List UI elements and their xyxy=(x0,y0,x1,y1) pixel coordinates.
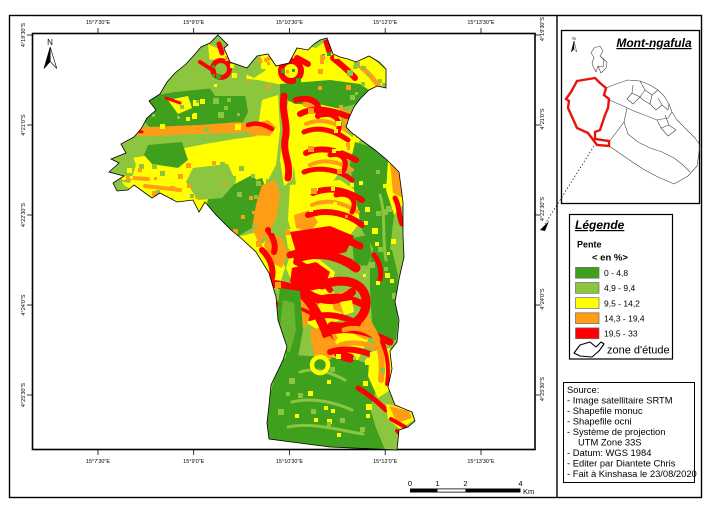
svg-text:Pente: Pente xyxy=(577,240,602,250)
svg-text:< en %>: < en %> xyxy=(592,253,628,264)
svg-text:- Shapefile ocni: - Shapefile ocni xyxy=(567,416,632,427)
svg-text:Légende: Légende xyxy=(575,218,625,232)
svg-text:15°13'30"E: 15°13'30"E xyxy=(467,20,495,26)
svg-text:15°10'30"E: 15°10'30"E xyxy=(276,459,304,465)
svg-text:19,5 - 33: 19,5 - 33 xyxy=(604,329,638,339)
svg-text:15°12'0"E: 15°12'0"E xyxy=(373,459,397,465)
svg-text:9,5 - 14,2: 9,5 - 14,2 xyxy=(604,298,640,308)
svg-text:- Fait à Kinshasa le 23/08/202: - Fait à Kinshasa le 23/08/2020 xyxy=(567,468,697,479)
svg-text:N: N xyxy=(572,36,575,41)
svg-text:4°25'30"S: 4°25'30"S xyxy=(540,377,546,401)
svg-text:15°10'30"E: 15°10'30"E xyxy=(276,20,304,26)
svg-text:- Image satellitaire SRTM: - Image satellitaire SRTM xyxy=(567,395,673,406)
svg-text:14,3 - 19,4: 14,3 - 19,4 xyxy=(604,313,645,323)
svg-text:4°25'30"S: 4°25'30"S xyxy=(21,383,27,407)
svg-text:4°19'30"S: 4°19'30"S xyxy=(540,17,546,41)
svg-text:- Datum: WGS 1984: - Datum: WGS 1984 xyxy=(567,447,651,458)
svg-text:4°22'30"S: 4°22'30"S xyxy=(540,197,546,221)
svg-text:Mont-ngafula: Mont-ngafula xyxy=(616,36,692,50)
svg-text:4°22'30"S: 4°22'30"S xyxy=(21,203,27,227)
svg-text:UTM Zone 33S: UTM Zone 33S xyxy=(578,437,642,448)
svg-text:- Système de projection: - Système de projection xyxy=(567,426,665,437)
svg-text:1: 1 xyxy=(435,479,439,488)
svg-text:2: 2 xyxy=(463,479,467,488)
svg-text:- Shapefile monuc: - Shapefile monuc xyxy=(567,405,643,416)
svg-text:15°9'0"E: 15°9'0"E xyxy=(183,20,204,26)
svg-text:0 - 4,8: 0 - 4,8 xyxy=(604,268,628,278)
svg-text:15°7'30"E: 15°7'30"E xyxy=(86,459,110,465)
svg-text:0: 0 xyxy=(408,479,412,488)
svg-text:15°7'30"E: 15°7'30"E xyxy=(86,20,110,26)
svg-text:Source:: Source: xyxy=(567,384,599,395)
svg-text:Km: Km xyxy=(523,487,534,496)
svg-text:N: N xyxy=(47,38,53,47)
svg-text:- Editer par Diantete Chris: - Editer par Diantete Chris xyxy=(567,458,676,469)
svg-text:4°21'0"S: 4°21'0"S xyxy=(21,114,27,135)
svg-text:4°24'0"S: 4°24'0"S xyxy=(540,288,546,309)
svg-text:15°12'0"E: 15°12'0"E xyxy=(373,20,397,26)
svg-text:4: 4 xyxy=(518,479,522,488)
svg-text:4°24'0"S: 4°24'0"S xyxy=(21,294,27,315)
svg-text:15°9'0"E: 15°9'0"E xyxy=(183,459,204,465)
svg-text:15°13'30"E: 15°13'30"E xyxy=(467,459,495,465)
svg-text:4°19'30"S: 4°19'30"S xyxy=(21,23,27,47)
svg-text:4,9 - 9,4: 4,9 - 9,4 xyxy=(604,283,635,293)
svg-text:zone d'étude: zone d'étude xyxy=(607,345,670,357)
svg-text:4°21'0"S: 4°21'0"S xyxy=(540,108,546,129)
